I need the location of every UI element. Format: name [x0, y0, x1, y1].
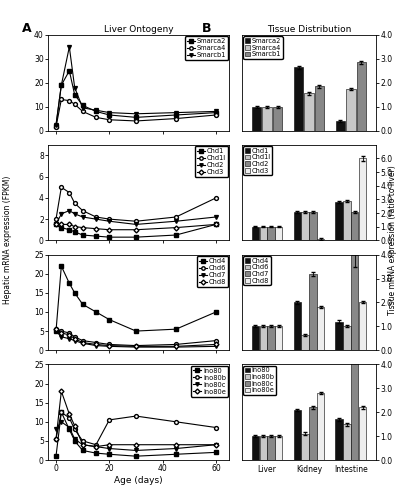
Bar	[343, 424, 350, 460]
Bar	[262, 106, 272, 130]
Bar	[351, 212, 358, 240]
Bar	[336, 420, 343, 460]
Bar	[275, 226, 282, 240]
Bar	[343, 201, 350, 240]
Legend: Chd1, Chd1l, Chd2, Chd3: Chd1, Chd1l, Chd2, Chd3	[195, 146, 228, 177]
Bar	[294, 302, 301, 350]
Bar	[304, 94, 314, 130]
Bar	[317, 307, 324, 350]
Bar	[252, 106, 262, 130]
Bar	[351, 254, 358, 350]
Bar	[294, 212, 301, 240]
Bar	[268, 326, 275, 350]
Bar	[336, 122, 345, 130]
Bar	[302, 434, 309, 460]
Title: Tissue Distribution: Tissue Distribution	[267, 25, 351, 34]
Legend: Ino80, Ino80b, Ino80c, Ino80e: Ino80, Ino80b, Ino80c, Ino80e	[243, 366, 276, 395]
Bar	[260, 436, 267, 460]
Legend: Chd4, Chd6, Chd7, Chd8: Chd4, Chd6, Chd7, Chd8	[197, 256, 228, 287]
Bar	[346, 88, 356, 130]
Bar	[317, 239, 324, 240]
Bar	[252, 326, 259, 350]
Bar	[252, 436, 259, 460]
Text: Tissue mRNA expression (ratio to liver): Tissue mRNA expression (ratio to liver)	[388, 165, 397, 315]
Bar	[268, 436, 275, 460]
Bar	[356, 62, 366, 130]
Bar	[302, 334, 309, 350]
Bar	[268, 226, 275, 240]
Bar	[359, 408, 366, 460]
Bar	[343, 326, 350, 350]
Bar	[336, 202, 343, 240]
Bar	[252, 226, 259, 240]
Text: Hepatic mRNA expression (FPKM): Hepatic mRNA expression (FPKM)	[3, 176, 12, 304]
Bar	[359, 302, 366, 350]
Bar	[351, 355, 358, 460]
Bar	[336, 322, 343, 350]
Bar	[294, 410, 301, 460]
Bar	[309, 408, 316, 460]
Title: Liver Ontogeny: Liver Ontogeny	[104, 25, 174, 34]
Text: A: A	[22, 22, 32, 36]
Text: B: B	[202, 22, 212, 36]
Bar	[302, 212, 309, 240]
Bar	[309, 274, 316, 350]
Legend: Smarca2, Smarca4, Smarcb1: Smarca2, Smarca4, Smarcb1	[243, 36, 283, 59]
Bar	[359, 158, 366, 240]
Bar	[275, 326, 282, 350]
Bar	[315, 86, 324, 130]
Bar	[273, 106, 282, 130]
Bar	[294, 67, 303, 130]
Bar	[275, 436, 282, 460]
Bar	[260, 226, 267, 240]
X-axis label: Age (days): Age (days)	[114, 476, 163, 485]
Legend: Chd1, Chd1l, Chd2, Chd3: Chd1, Chd1l, Chd2, Chd3	[243, 146, 272, 176]
Bar	[260, 326, 267, 350]
Bar	[317, 393, 324, 460]
Legend: Chd4, Chd6, Chd7, Chd8: Chd4, Chd6, Chd7, Chd8	[243, 256, 271, 286]
Bar	[309, 212, 316, 240]
Legend: Smarca2, Smarca4, Smarcb1: Smarca2, Smarca4, Smarcb1	[185, 36, 228, 60]
Legend: Ino80, Ino80b, Ino80c, Ino80e: Ino80, Ino80b, Ino80c, Ino80e	[191, 366, 228, 397]
